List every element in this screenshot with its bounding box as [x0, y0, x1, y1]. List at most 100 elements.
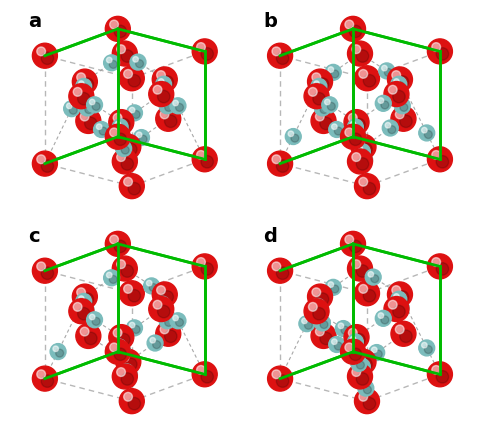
Circle shape — [360, 143, 372, 156]
Circle shape — [314, 81, 319, 86]
Circle shape — [201, 48, 214, 60]
Circle shape — [107, 57, 112, 63]
Circle shape — [120, 174, 144, 199]
Circle shape — [123, 154, 132, 162]
Circle shape — [329, 337, 345, 353]
Circle shape — [123, 369, 132, 377]
Circle shape — [355, 133, 363, 141]
Circle shape — [320, 117, 332, 130]
Circle shape — [77, 288, 85, 297]
Circle shape — [69, 84, 94, 109]
Circle shape — [320, 321, 328, 329]
Circle shape — [348, 119, 363, 135]
Circle shape — [78, 307, 90, 320]
Circle shape — [118, 149, 134, 165]
Circle shape — [349, 240, 362, 252]
Circle shape — [170, 313, 186, 329]
Circle shape — [160, 325, 169, 334]
Circle shape — [352, 129, 358, 135]
Circle shape — [116, 349, 141, 374]
Circle shape — [41, 375, 54, 387]
Circle shape — [107, 272, 112, 278]
Circle shape — [427, 147, 452, 172]
Circle shape — [197, 150, 205, 159]
Circle shape — [105, 339, 130, 364]
Circle shape — [325, 64, 341, 80]
Circle shape — [165, 115, 177, 128]
Circle shape — [133, 56, 138, 62]
Circle shape — [110, 348, 116, 353]
Circle shape — [50, 344, 66, 359]
Circle shape — [158, 79, 164, 84]
Circle shape — [160, 110, 169, 119]
Circle shape — [317, 317, 323, 323]
Circle shape — [362, 157, 370, 166]
Circle shape — [79, 100, 95, 116]
Circle shape — [316, 84, 324, 92]
Circle shape — [399, 305, 407, 313]
Circle shape — [424, 131, 432, 138]
Circle shape — [396, 325, 404, 334]
Circle shape — [110, 20, 119, 29]
Circle shape — [312, 73, 321, 82]
Circle shape — [388, 300, 397, 309]
Circle shape — [121, 152, 137, 168]
Circle shape — [149, 297, 174, 322]
Circle shape — [436, 156, 449, 168]
Circle shape — [391, 106, 416, 131]
Circle shape — [69, 299, 94, 324]
Circle shape — [341, 326, 349, 334]
Circle shape — [156, 71, 166, 80]
Circle shape — [161, 291, 173, 303]
Circle shape — [80, 112, 89, 121]
Circle shape — [359, 393, 368, 401]
Circle shape — [345, 235, 354, 244]
Circle shape — [79, 81, 84, 86]
Circle shape — [112, 119, 128, 135]
Circle shape — [313, 307, 325, 320]
Circle shape — [128, 182, 141, 195]
Circle shape — [113, 351, 120, 359]
Circle shape — [388, 126, 396, 134]
Circle shape — [118, 125, 126, 132]
Circle shape — [375, 310, 391, 326]
Circle shape — [192, 39, 217, 64]
Circle shape — [308, 284, 333, 309]
Circle shape — [351, 356, 367, 372]
Circle shape — [340, 231, 365, 256]
Circle shape — [316, 78, 329, 90]
Circle shape — [396, 76, 408, 88]
Circle shape — [384, 297, 409, 322]
Circle shape — [350, 127, 366, 143]
Circle shape — [124, 154, 130, 160]
Circle shape — [117, 260, 125, 269]
Circle shape — [41, 267, 54, 280]
Circle shape — [37, 262, 46, 271]
Circle shape — [384, 82, 409, 107]
Circle shape — [331, 70, 339, 78]
Circle shape — [288, 131, 294, 137]
Circle shape — [150, 338, 156, 343]
Circle shape — [375, 95, 391, 111]
Circle shape — [157, 305, 170, 318]
Circle shape — [315, 304, 323, 312]
Circle shape — [345, 20, 354, 29]
Circle shape — [120, 389, 144, 414]
Circle shape — [197, 366, 205, 374]
Circle shape — [349, 25, 362, 37]
Circle shape — [348, 114, 357, 122]
Circle shape — [365, 269, 381, 285]
Circle shape — [312, 301, 318, 307]
Circle shape — [120, 66, 144, 91]
Circle shape — [76, 294, 92, 309]
Circle shape — [363, 386, 372, 394]
Circle shape — [85, 106, 93, 114]
Circle shape — [132, 326, 140, 333]
Circle shape — [149, 82, 174, 107]
Circle shape — [359, 178, 368, 186]
Circle shape — [357, 361, 363, 367]
Circle shape — [115, 121, 120, 127]
Circle shape — [357, 146, 363, 152]
Circle shape — [128, 74, 141, 87]
Circle shape — [69, 106, 77, 114]
